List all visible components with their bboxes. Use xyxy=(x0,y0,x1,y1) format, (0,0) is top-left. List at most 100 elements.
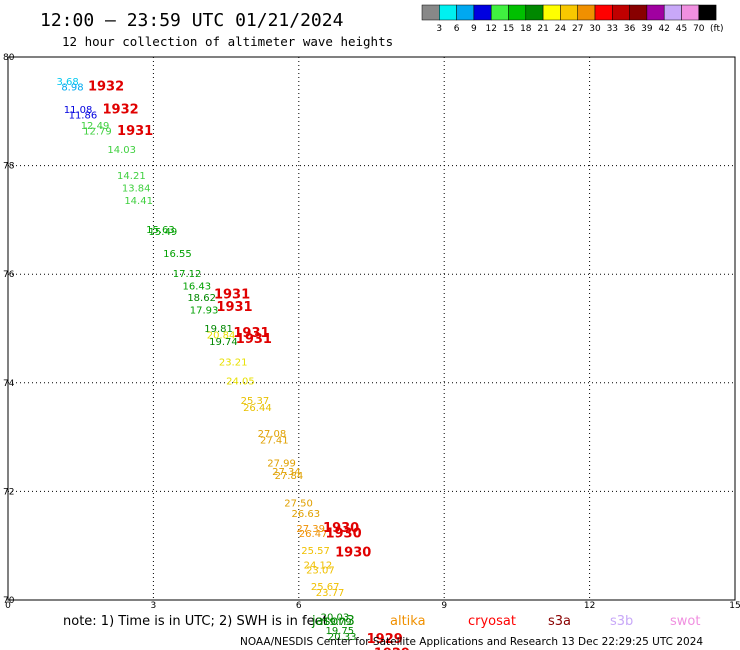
colorbar-label: 30 xyxy=(589,24,601,34)
y-tick-label: 78 xyxy=(3,162,15,172)
y-tick-label: 74 xyxy=(3,379,15,389)
pass-label: 1929 xyxy=(374,647,410,650)
pass-label: 1930 xyxy=(335,546,371,561)
x-tick-label: 12 xyxy=(584,601,595,611)
data-point-label: 20.84 xyxy=(207,330,236,341)
satellite-legend-item: jason3 xyxy=(311,614,355,629)
x-tick-label: 0 xyxy=(5,601,11,611)
colorbar-unit: (ft) xyxy=(710,24,724,34)
colorbar-swatch xyxy=(542,4,561,21)
colorbar-swatch xyxy=(560,4,578,21)
y-tick-label: 76 xyxy=(3,270,15,280)
y-tick-label: 70 xyxy=(3,596,15,606)
colorbar-label: 6 xyxy=(454,24,460,34)
x-tick-label: 6 xyxy=(296,601,302,611)
data-point-label: 19.74 xyxy=(209,337,238,348)
data-point-label: 19.75 xyxy=(325,626,354,637)
pass-label: 1930 xyxy=(323,521,359,536)
satellite-legend-item: cryosat xyxy=(468,614,516,629)
pass-label: 1932 xyxy=(103,102,139,117)
data-point-label: 8.98 xyxy=(61,83,83,94)
footnote: note: 1) Time is in UTC; 2) SWH is in fe… xyxy=(63,614,328,629)
data-point-label: 27.34 xyxy=(272,467,301,478)
x-tick-label: 3 xyxy=(151,601,157,611)
colorbar-swatch xyxy=(646,4,665,21)
colorbar-label: 70 xyxy=(693,24,705,34)
pass-label: 1931 xyxy=(214,288,250,303)
y-tick-label: 72 xyxy=(3,487,14,497)
data-point-label: 15.49 xyxy=(149,227,178,238)
colorbar-swatch xyxy=(612,4,630,21)
satellite-legend: jason3 altika cryosat s3a s3b swot xyxy=(311,614,700,629)
data-point-label: 20.03 xyxy=(321,613,350,624)
data-point-label: 14.03 xyxy=(107,145,136,156)
colorbar-label: 3 xyxy=(436,24,442,34)
colorbar-swatch xyxy=(629,4,648,21)
colorbar-swatch xyxy=(663,4,682,21)
colorbar-swatch xyxy=(577,4,596,21)
colorbar-label: 33 xyxy=(607,24,618,34)
data-point-label: 11.86 xyxy=(69,110,98,121)
data-point-label: 17.93 xyxy=(190,305,219,316)
data-point-label: 19.81 xyxy=(204,324,233,335)
pass-label: 1931 xyxy=(233,326,269,341)
axis-ticks: 0 3 6 9 12 15 70 72 74 76 78 80 xyxy=(3,53,740,611)
data-point-label: 27.99 xyxy=(267,458,296,469)
colorbar-legend: 3 6 9 12 15 18 21 24 27 30 33 36 39 42 45 70 xyxy=(421,4,717,34)
pass-label: 1929 xyxy=(367,632,403,647)
grid-lines xyxy=(8,57,735,600)
data-point-label: 12.79 xyxy=(83,127,112,138)
chart-title: 12:00 – 23:59 UTC 01/21/2024 xyxy=(40,10,343,31)
data-point-label: 13.84 xyxy=(122,184,151,195)
data-point-label: 25.67 xyxy=(311,582,340,593)
colorbar-swatch xyxy=(439,4,457,21)
pass-labels: 1932193219311931193119311931193019301930… xyxy=(88,80,410,650)
data-point-label: 11.08 xyxy=(64,105,93,116)
data-point-label: 19.79 xyxy=(323,617,352,628)
colorbar-swatch xyxy=(490,4,509,21)
data-point-label: 24.05 xyxy=(226,376,255,387)
data-point-label: 27.39 xyxy=(296,524,325,535)
colorbar-label: 24 xyxy=(555,24,567,34)
data-point-label: 27.08 xyxy=(258,429,287,440)
data-point-label: 27.41 xyxy=(260,436,289,447)
data-point-label: 24.12 xyxy=(304,561,333,572)
satellite-legend-item: s3a xyxy=(548,614,571,629)
chart-subtitle: 12 hour collection of altimeter wave hei… xyxy=(62,34,393,49)
pass-label: 1931 xyxy=(236,332,272,347)
data-point-label: 25.37 xyxy=(241,396,270,407)
pass-label: 1930 xyxy=(325,527,361,542)
data-point-label: 18.62 xyxy=(187,293,216,304)
colorbar-label: 18 xyxy=(520,24,532,34)
satellite-legend-item: altika xyxy=(390,614,426,629)
data-point-label: 20.33 xyxy=(328,632,357,643)
data-point-label: 27.84 xyxy=(275,471,304,482)
data-point-label: 27.50 xyxy=(284,499,313,510)
colorbar-label: 42 xyxy=(658,24,669,34)
pass-label: 1932 xyxy=(88,80,124,95)
plot-frame xyxy=(7,56,736,601)
colorbar-swatch xyxy=(421,4,440,21)
data-point-label: 26.47 xyxy=(299,529,328,540)
data-point-label: 3.68 xyxy=(56,77,78,88)
pass-label: 1931 xyxy=(216,300,252,315)
data-point-label: 23.21 xyxy=(219,357,248,368)
data-point-label: 12.49 xyxy=(81,121,110,132)
colorbar-label: 36 xyxy=(624,24,636,34)
colorbar-swatch xyxy=(456,4,475,21)
data-point-label: 15.63 xyxy=(146,225,175,236)
data-point-label: 17.12 xyxy=(173,269,202,280)
data-point-label: 26.44 xyxy=(243,403,272,414)
credit-line: NOAA/NESDIS Center for Satellite Applica… xyxy=(240,636,703,648)
colorbar-swatch xyxy=(698,4,717,21)
data-point-label: 25.57 xyxy=(301,546,330,557)
data-point-label: 14.21 xyxy=(117,171,146,182)
colorbar-swatch xyxy=(508,4,527,21)
colorbar-label: 45 xyxy=(676,24,687,34)
colorbar-label: 27 xyxy=(572,24,583,34)
colorbar-swatch xyxy=(473,4,492,21)
colorbar-swatch xyxy=(594,4,613,21)
colorbar-label: 12 xyxy=(485,24,496,34)
